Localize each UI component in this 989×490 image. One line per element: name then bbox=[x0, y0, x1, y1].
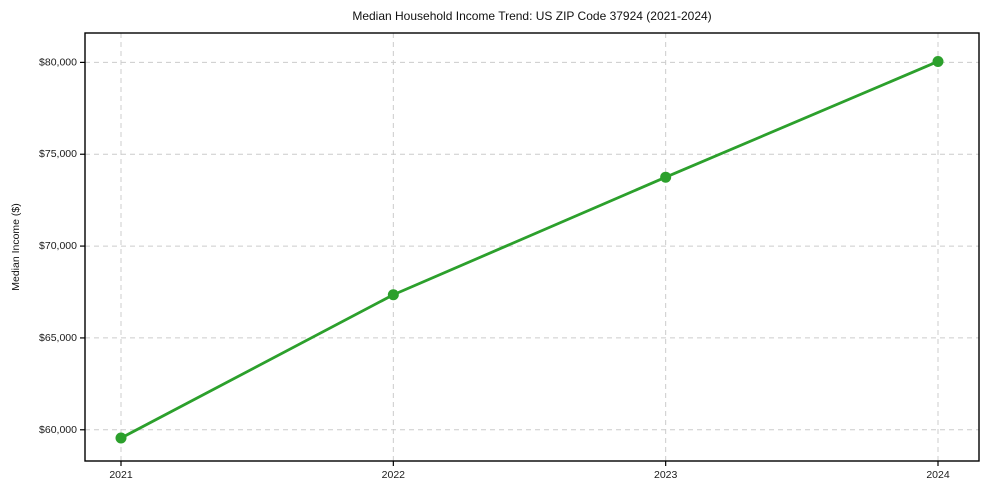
trend-line bbox=[119, 60, 940, 440]
data-point bbox=[932, 55, 944, 67]
y-tick-label: $70,000 bbox=[39, 240, 77, 252]
plot-border bbox=[84, 32, 980, 462]
y-tick-label: $80,000 bbox=[39, 56, 77, 68]
data-point bbox=[660, 171, 672, 183]
data-point bbox=[115, 432, 127, 444]
y-tick-label: $65,000 bbox=[39, 332, 77, 344]
y-tick-label: $60,000 bbox=[39, 424, 77, 436]
x-tick-label: 2022 bbox=[382, 469, 406, 481]
x-tick-label: 2024 bbox=[926, 469, 950, 481]
x-tick-label: 2021 bbox=[109, 469, 133, 481]
data-point bbox=[387, 289, 399, 301]
x-tick-label: 2023 bbox=[654, 469, 678, 481]
y-tick-label: $75,000 bbox=[39, 148, 77, 160]
chart-title: Median Household Income Trend: US ZIP Co… bbox=[352, 9, 712, 23]
